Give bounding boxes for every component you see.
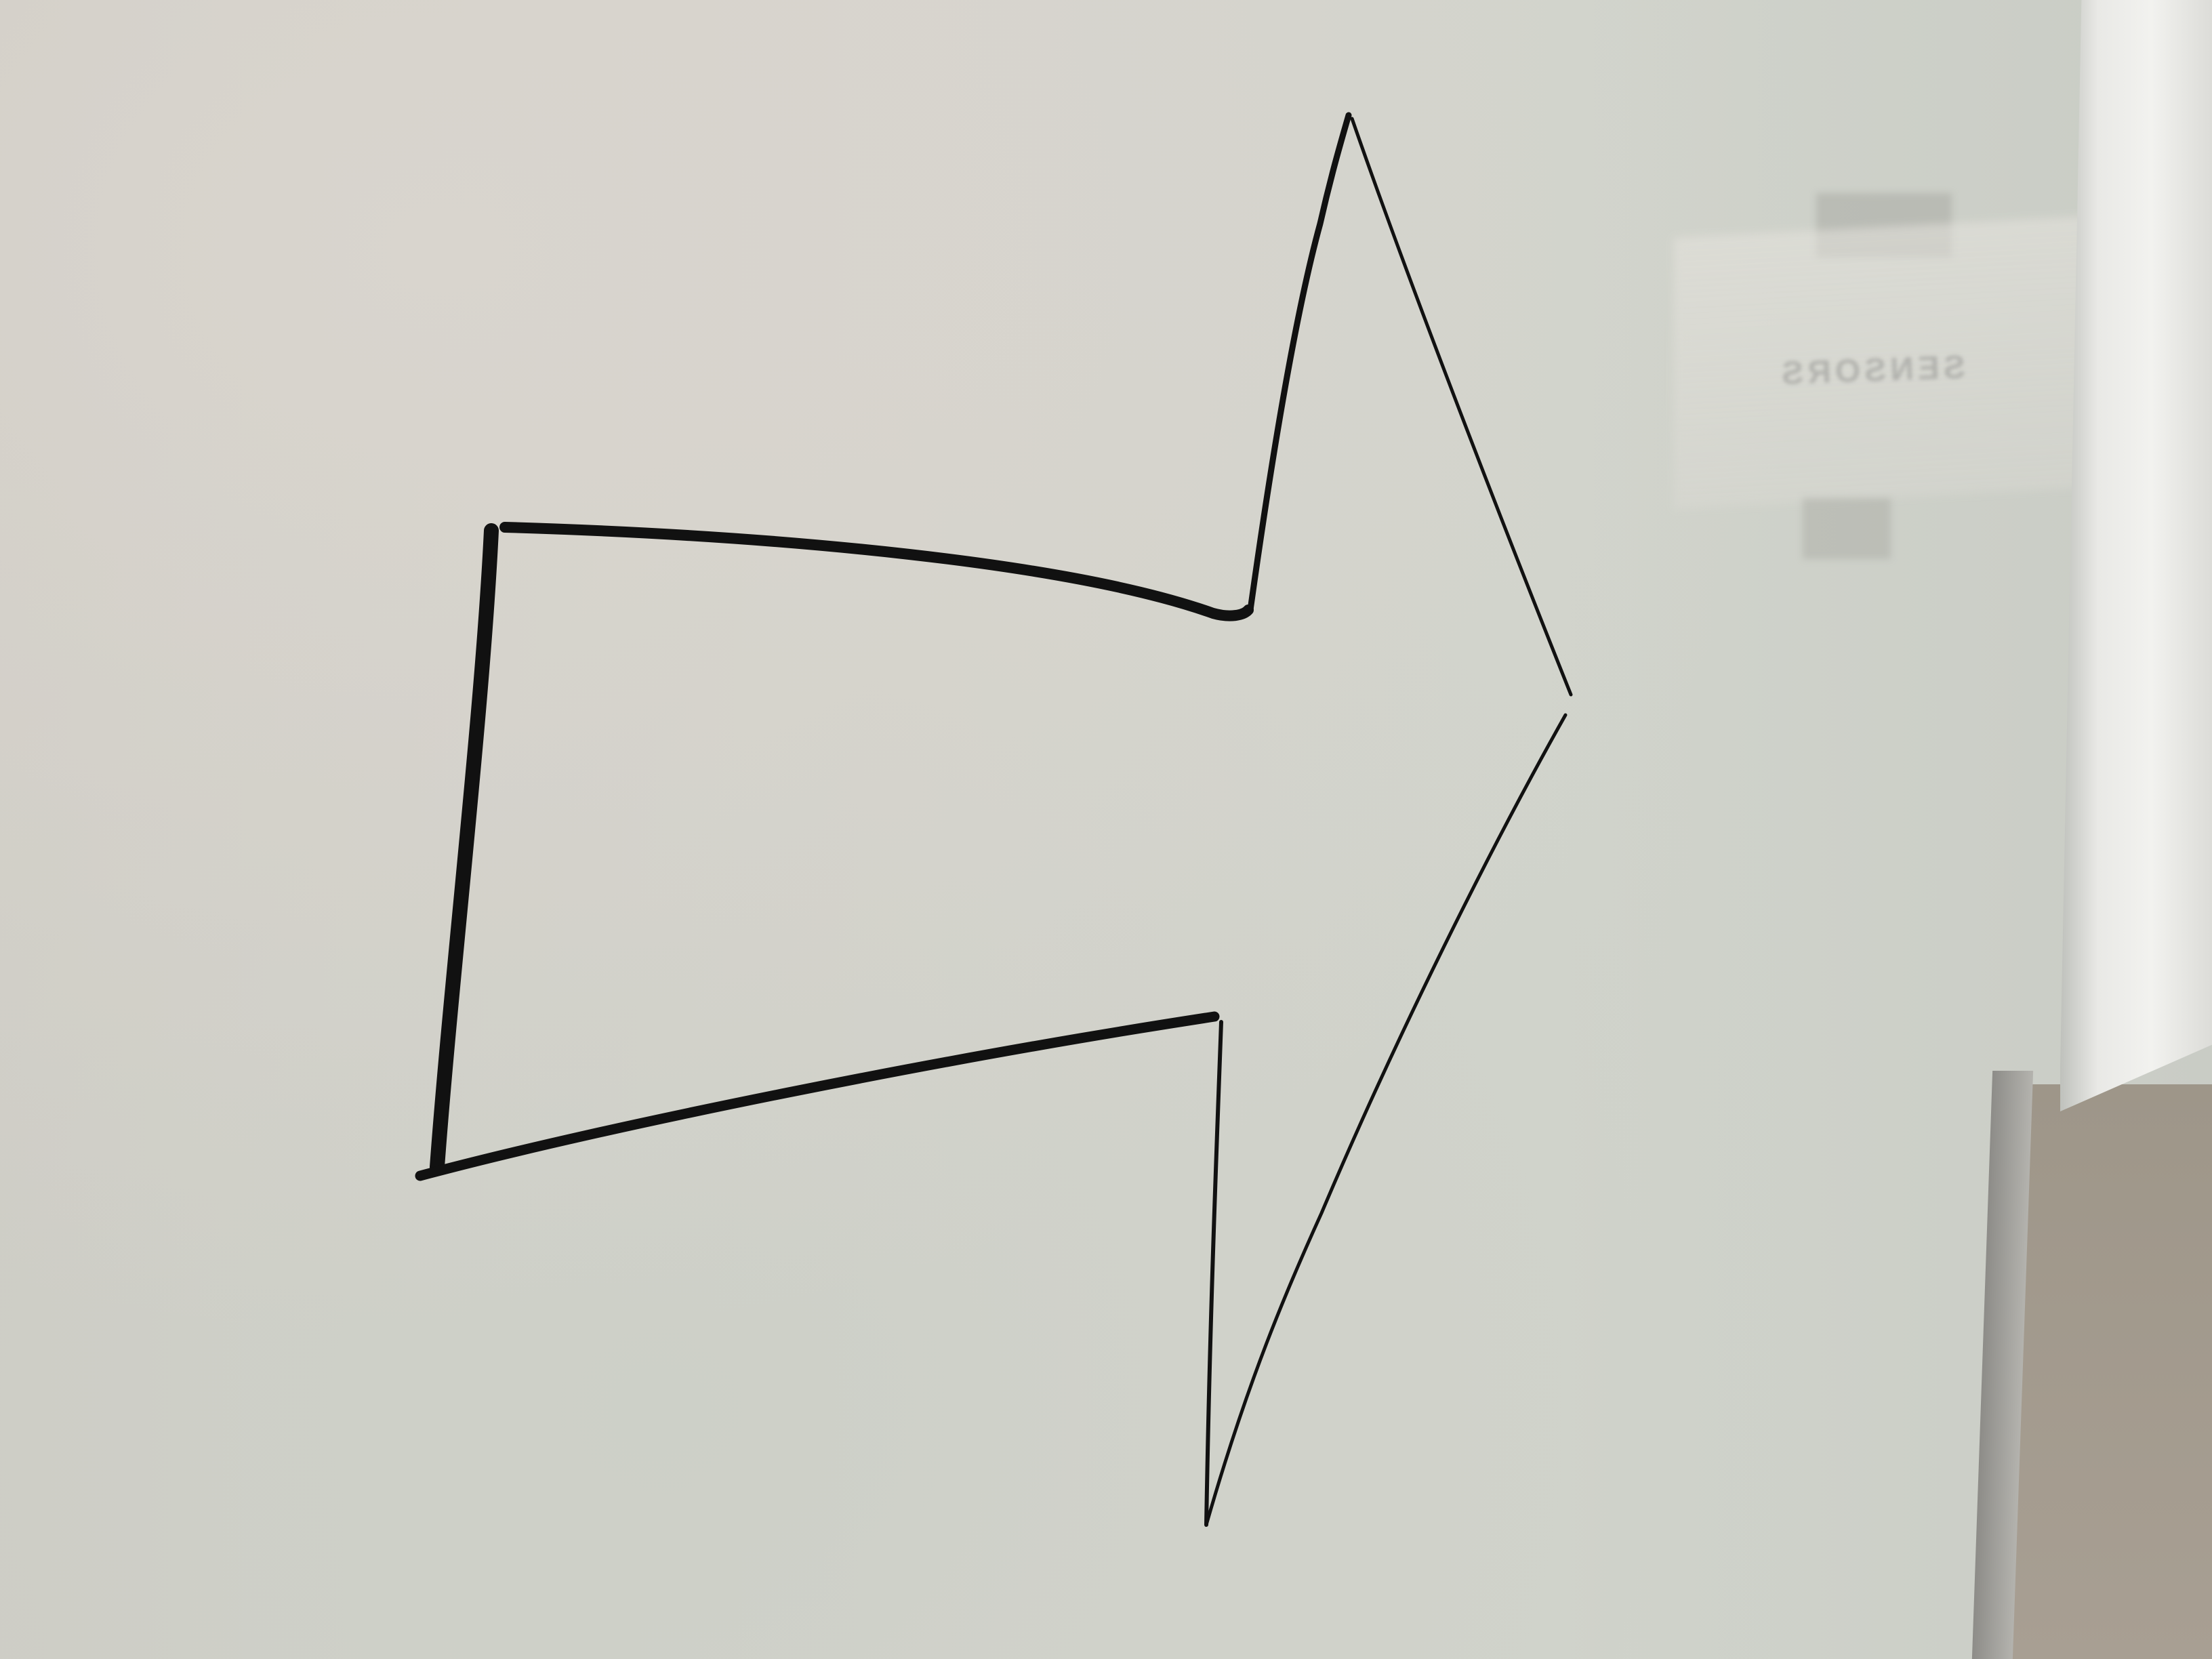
- arrow-head-upper-diagonal: [1350, 117, 1573, 697]
- arrow-shaft-top-edge: [499, 522, 1254, 621]
- arrow-head-lower-notch: [1204, 1020, 1223, 1527]
- arrow-head-lower-diagonal: [1204, 713, 1568, 1527]
- arrow-shaft-bottom-edge: [415, 1011, 1220, 1181]
- arrow-head-upper-notch: [1247, 112, 1352, 613]
- reflection-tab-bottom: [1803, 498, 1891, 559]
- whiteboard-side-frame: [2060, 0, 2212, 1111]
- arrow-tail-edge: [430, 523, 499, 1174]
